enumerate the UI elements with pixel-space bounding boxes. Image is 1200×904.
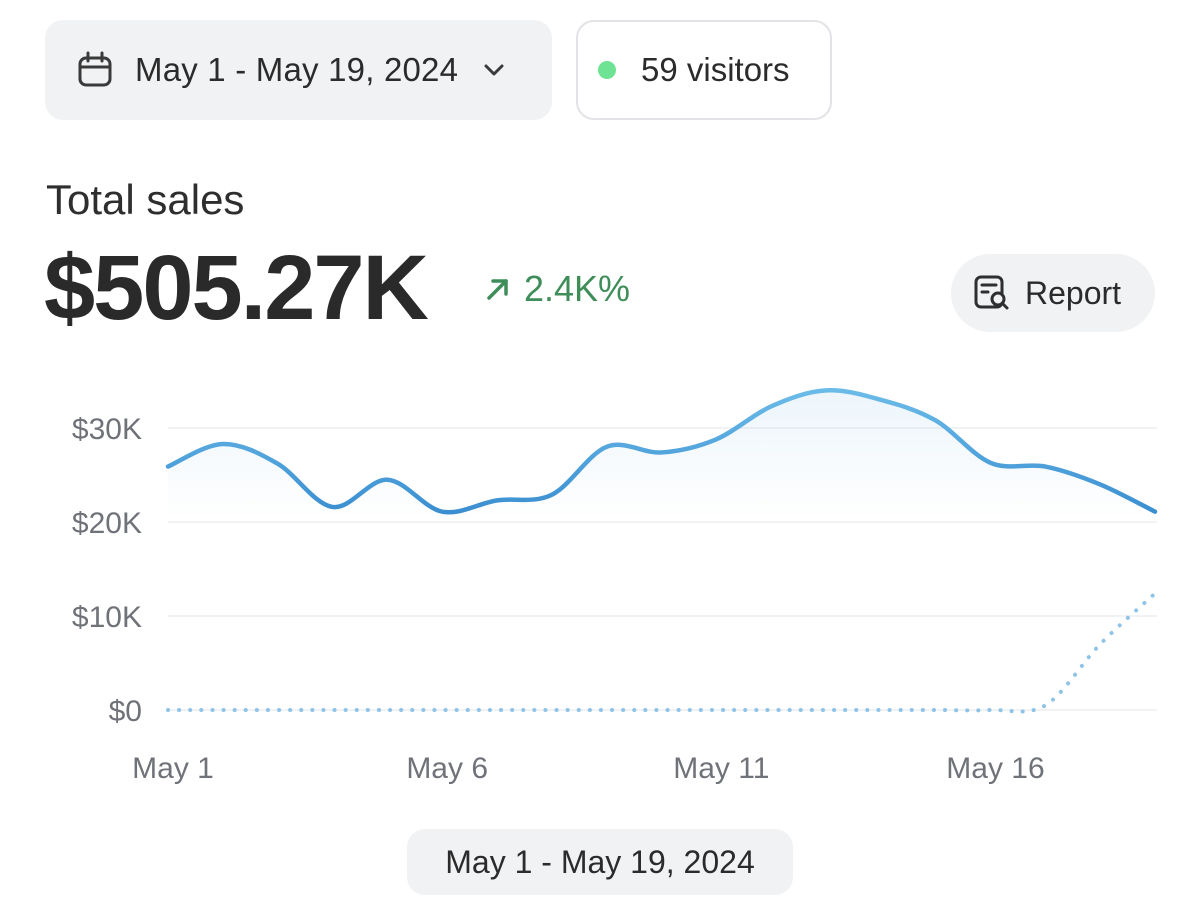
report-button-label: Report bbox=[1025, 274, 1122, 311]
date-range-label: May 1 - May 19, 2024 bbox=[135, 51, 459, 88]
calendar-icon bbox=[78, 51, 112, 87]
comparison-series-line bbox=[166, 591, 1157, 714]
report-button[interactable]: Report bbox=[951, 254, 1155, 332]
metric-value: $505.27K bbox=[44, 237, 429, 339]
arrow-up-right-icon bbox=[487, 279, 508, 300]
x-tick-label: May 6 bbox=[406, 752, 488, 785]
x-tick-label: May 11 bbox=[673, 752, 769, 785]
x-tick-label: May 16 bbox=[946, 752, 1044, 785]
selected-range-pill[interactable]: May 1 - May 19, 2024 bbox=[407, 829, 793, 895]
metric-title: Total sales bbox=[46, 176, 245, 223]
chevron-down-icon bbox=[484, 64, 504, 76]
y-tick-label: $30K bbox=[72, 413, 142, 446]
report-search-icon bbox=[974, 275, 1009, 310]
change-percent: 2.4K% bbox=[524, 268, 631, 309]
metric-change: 2.4K% bbox=[482, 268, 630, 310]
x-tick-label: May 1 bbox=[132, 752, 214, 785]
sales-line-chart: $0 $10K $20K $30K May 1 May 6 May 11 May 16 bbox=[72, 388, 1158, 785]
live-visitors-button[interactable]: 59 visitors bbox=[576, 20, 832, 120]
sales-series-line bbox=[165, 388, 1158, 515]
visitors-count-label: 59 visitors bbox=[641, 51, 790, 88]
date-range-picker[interactable]: May 1 - May 19, 2024 bbox=[45, 20, 552, 120]
y-tick-label: $0 bbox=[109, 695, 142, 728]
y-tick-label: $20K bbox=[72, 507, 142, 540]
y-tick-label: $10K bbox=[72, 601, 142, 634]
series-area bbox=[168, 390, 1155, 522]
live-status-dot bbox=[598, 61, 616, 79]
